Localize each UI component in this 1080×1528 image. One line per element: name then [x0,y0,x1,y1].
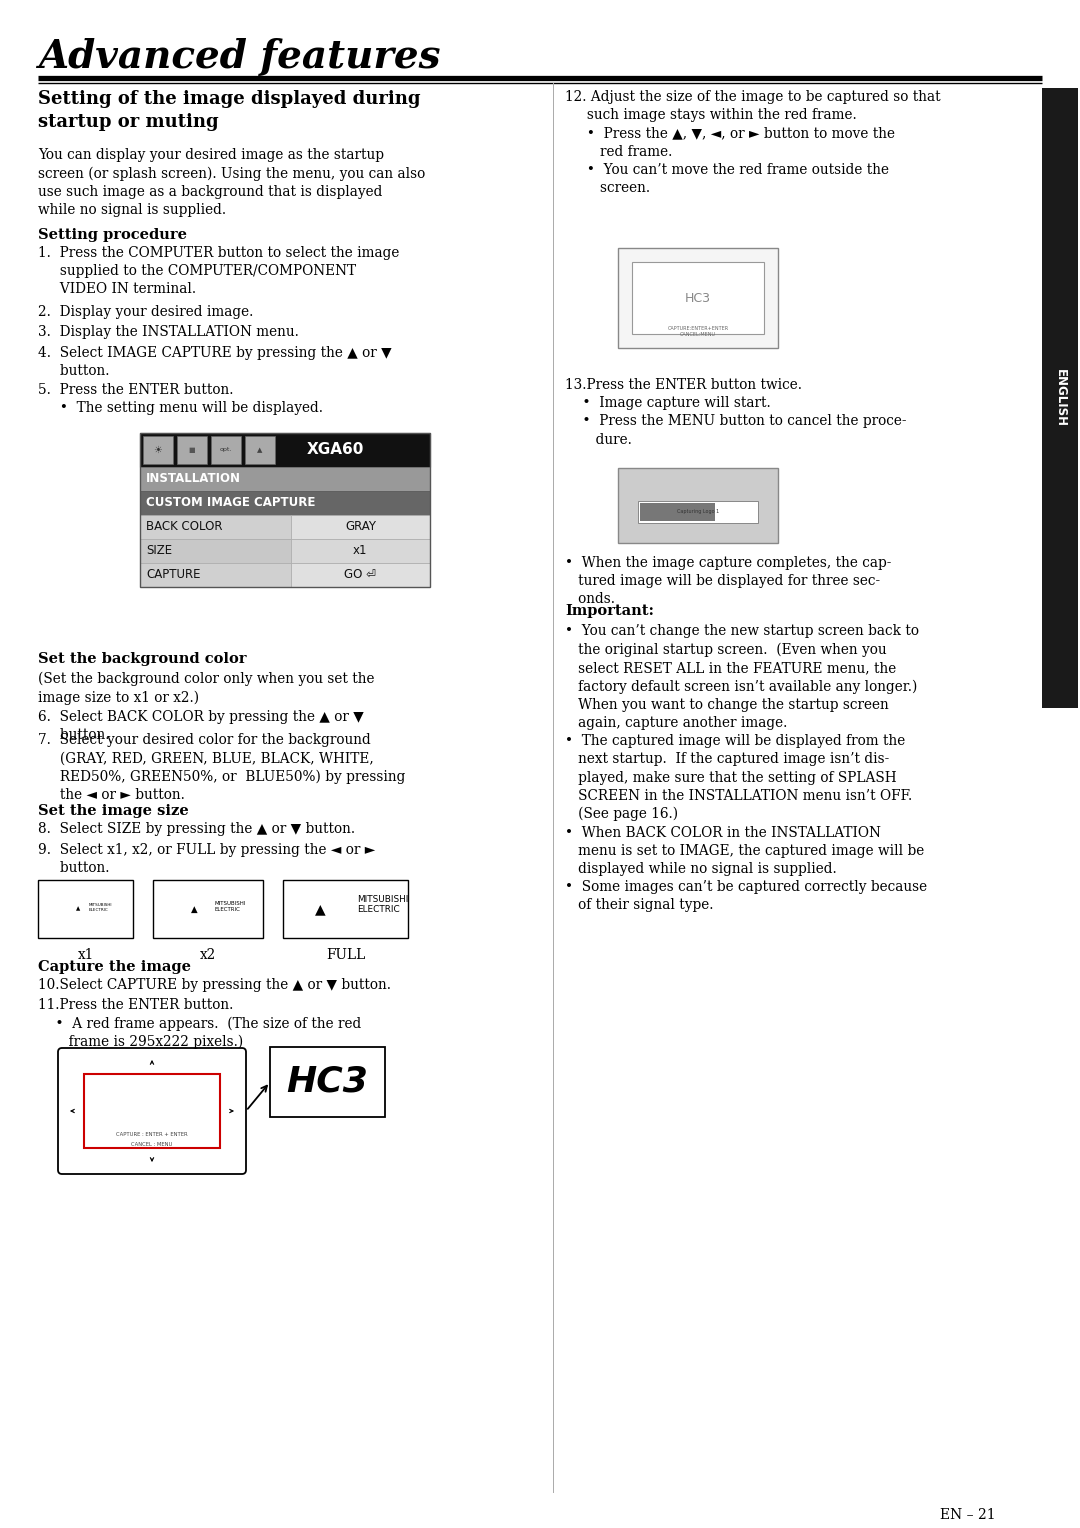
Text: HC3: HC3 [286,1065,368,1099]
Text: HC3: HC3 [685,292,711,304]
Text: MITSUBISHI
ELECTRIC: MITSUBISHI ELECTRIC [89,903,112,912]
Bar [618,468,778,542]
Text: •  When the image capture completes, the cap-
   tured image will be displayed f: • When the image capture completes, the … [565,556,891,607]
Text: x2: x2 [200,947,216,963]
Bar [291,539,430,562]
Bar [291,562,430,587]
Text: 11.Press the ENTER button.
    •  A red frame appears.  (The size of the red
   : 11.Press the ENTER button. • A red frame… [38,998,361,1050]
Bar [245,435,275,465]
Text: Set the background color: Set the background color [38,652,246,666]
Text: 9.  Select x1, x2, or FULL by pressing the ◄ or ►
     button.: 9. Select x1, x2, or FULL by pressing th… [38,843,375,876]
Text: MITSUBISHI
ELECTRIC: MITSUBISHI ELECTRIC [357,895,409,914]
FancyBboxPatch shape [58,1048,246,1174]
Text: MITSUBISHI
ELECTRIC: MITSUBISHI ELECTRIC [215,902,246,912]
Text: x1: x1 [78,947,94,963]
Text: XGA60: XGA60 [307,443,364,457]
Bar [177,435,207,465]
Text: CAPTURE : ENTER + ENTER: CAPTURE : ENTER + ENTER [117,1132,188,1137]
Text: Capture the image: Capture the image [38,960,191,973]
Text: 8.  Select SIZE by pressing the ▲ or ▼ button.: 8. Select SIZE by pressing the ▲ or ▼ bu… [38,822,355,836]
Text: 1.  Press the COMPUTER button to select the image
     supplied to the COMPUTER/: 1. Press the COMPUTER button to select t… [38,246,400,296]
Text: ▲: ▲ [315,902,326,915]
Text: INSTALLATION: INSTALLATION [146,472,241,486]
Bar [211,435,241,465]
Text: 6.  Select BACK COLOR by pressing the ▲ or ▼
     button.: 6. Select BACK COLOR by pressing the ▲ o… [38,711,364,743]
Text: opt.: opt. [220,448,232,452]
Text: BACK COLOR: BACK COLOR [146,521,222,533]
Bar [270,1047,384,1117]
Text: 2.  Display your desired image.: 2. Display your desired image. [38,306,254,319]
Bar [140,432,430,468]
Text: 7.  Select your desired color for the background
     (GRAY, RED, GREEN, BLUE, B: 7. Select your desired color for the bac… [38,733,405,802]
Text: 5.  Press the ENTER button.
     •  The setting menu will be displayed.: 5. Press the ENTER button. • The setting… [38,384,323,416]
Text: 4.  Select IMAGE CAPTURE by pressing the ▲ or ▼
     button.: 4. Select IMAGE CAPTURE by pressing the … [38,345,392,377]
Text: 12. Adjust the size of the image to be captured so that
     such image stays wi: 12. Adjust the size of the image to be c… [565,90,941,196]
Bar [140,562,291,587]
Text: CUSTOM IMAGE CAPTURE: CUSTOM IMAGE CAPTURE [146,497,315,509]
Bar [153,880,264,938]
Text: ▲: ▲ [77,906,81,912]
Text: GRAY: GRAY [345,521,376,533]
Text: Important:: Important: [565,604,654,617]
Bar [140,432,430,587]
Bar [38,880,133,938]
Text: 13.Press the ENTER button twice.
    •  Image capture will start.
    •  Press t: 13.Press the ENTER button twice. • Image… [565,377,906,446]
Bar [638,501,758,523]
Bar [283,880,408,938]
Text: (Set the background color only when you set the
image size to x1 or x2.): (Set the background color only when you … [38,672,375,704]
Text: You can display your desired image as the startup
screen (or splash screen). Usi: You can display your desired image as th… [38,148,426,217]
Bar [618,248,778,348]
Text: 3.  Display the INSTALLATION menu.: 3. Display the INSTALLATION menu. [38,325,299,339]
Text: EN – 21: EN – 21 [940,1508,996,1522]
Text: CAPTURE: CAPTURE [146,568,201,582]
Bar [140,490,430,515]
Text: Advanced features: Advanced features [38,38,441,76]
Bar [640,503,715,521]
Bar [84,1074,220,1148]
Bar [140,539,291,562]
Bar [632,261,764,335]
Text: ▲: ▲ [191,905,198,914]
Text: Setting procedure: Setting procedure [38,228,187,241]
Text: CANCEL : MENU: CANCEL : MENU [132,1141,173,1146]
Text: ■: ■ [189,448,195,452]
Text: CAPTURE:ENTER+ENTER
CANCEL:MENU: CAPTURE:ENTER+ENTER CANCEL:MENU [667,325,729,336]
Text: SIZE: SIZE [146,544,172,558]
Text: •  You can’t change the new startup screen back to
   the original startup scree: • You can’t change the new startup scree… [565,623,927,912]
Text: Capturing Logo 1: Capturing Logo 1 [677,509,719,515]
Bar [143,435,173,465]
Text: Set the image size: Set the image size [38,804,189,817]
Text: ▲: ▲ [257,448,262,452]
Bar [140,515,291,539]
Text: FULL: FULL [326,947,365,963]
Text: ENGLISH: ENGLISH [1053,368,1067,426]
Text: ☀: ☀ [153,445,162,455]
Text: GO ⏎: GO ⏎ [345,568,377,582]
Text: 10.Select CAPTURE by pressing the ▲ or ▼ button.: 10.Select CAPTURE by pressing the ▲ or ▼… [38,978,391,992]
Bar [140,468,430,490]
Bar [1042,89,1078,707]
Text: x1: x1 [353,544,367,558]
Text: Setting of the image displayed during
startup or muting: Setting of the image displayed during st… [38,90,420,131]
Bar [291,515,430,539]
